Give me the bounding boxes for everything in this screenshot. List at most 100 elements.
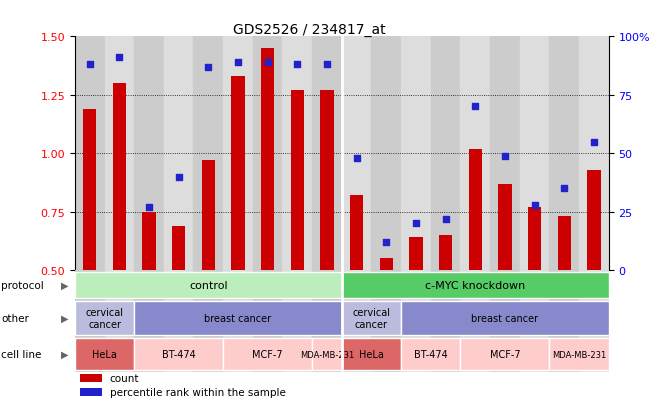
Bar xyxy=(283,299,312,337)
Bar xyxy=(519,271,549,299)
Bar xyxy=(134,337,164,372)
Bar xyxy=(549,299,579,337)
Bar xyxy=(579,37,609,271)
Bar xyxy=(253,337,283,372)
Bar xyxy=(283,337,312,372)
Point xyxy=(500,153,510,159)
Bar xyxy=(193,337,223,372)
Bar xyxy=(105,37,134,271)
Bar xyxy=(431,337,460,372)
Bar xyxy=(549,37,579,271)
Bar xyxy=(105,337,134,372)
Bar xyxy=(342,338,401,370)
Bar xyxy=(253,299,283,337)
Bar xyxy=(557,217,571,271)
Point xyxy=(559,185,570,192)
Bar xyxy=(164,337,193,372)
Bar xyxy=(312,337,342,372)
Point xyxy=(589,139,599,145)
Bar xyxy=(75,271,105,299)
Bar xyxy=(372,271,401,299)
Bar xyxy=(80,374,102,382)
Bar xyxy=(372,299,401,337)
Text: protocol: protocol xyxy=(1,280,44,290)
Bar xyxy=(75,299,105,337)
Bar xyxy=(549,338,609,370)
Bar xyxy=(460,337,490,372)
Bar xyxy=(253,37,283,271)
Point xyxy=(322,62,332,69)
Bar xyxy=(134,271,164,299)
Point xyxy=(173,174,184,180)
Bar xyxy=(223,37,253,271)
Bar xyxy=(380,259,393,271)
Bar xyxy=(372,337,401,372)
Bar xyxy=(519,37,549,271)
Bar xyxy=(490,37,519,271)
Bar xyxy=(172,226,186,271)
Bar xyxy=(312,299,342,337)
Bar xyxy=(342,37,372,271)
Bar xyxy=(519,337,549,372)
Bar xyxy=(312,37,342,271)
Bar xyxy=(134,301,342,335)
Bar xyxy=(75,301,134,335)
Text: c-MYC knockdown: c-MYC knockdown xyxy=(425,280,525,290)
Bar xyxy=(253,271,283,299)
Text: cell line: cell line xyxy=(1,349,42,359)
Bar xyxy=(320,91,333,271)
Bar xyxy=(223,271,253,299)
Point xyxy=(470,104,480,111)
Point xyxy=(233,59,243,66)
Bar xyxy=(549,337,579,372)
Point xyxy=(114,55,124,62)
Bar xyxy=(223,337,253,372)
Bar xyxy=(460,299,490,337)
Bar xyxy=(342,299,372,337)
Bar xyxy=(469,149,482,271)
Bar xyxy=(312,271,342,299)
Bar xyxy=(401,338,460,370)
Bar xyxy=(460,37,490,271)
Bar xyxy=(401,337,431,372)
Bar xyxy=(312,338,342,370)
Bar xyxy=(431,37,460,271)
Text: MDA-MB-231: MDA-MB-231 xyxy=(552,350,606,358)
Bar xyxy=(75,37,105,271)
Text: control: control xyxy=(189,280,228,290)
Text: percentile rank within the sample: percentile rank within the sample xyxy=(109,387,285,397)
Bar xyxy=(193,271,223,299)
Bar xyxy=(372,37,401,271)
Bar xyxy=(401,301,609,335)
Bar xyxy=(290,91,304,271)
Bar xyxy=(431,299,460,337)
Text: BT-474: BT-474 xyxy=(162,349,195,359)
Text: ▶: ▶ xyxy=(61,349,68,359)
Point xyxy=(440,216,450,223)
Bar xyxy=(401,299,431,337)
Bar xyxy=(460,338,549,370)
Bar xyxy=(460,271,490,299)
Bar xyxy=(193,37,223,271)
Point xyxy=(85,62,95,69)
Text: ▶: ▶ xyxy=(61,313,68,323)
Bar xyxy=(409,238,422,271)
Text: HeLa: HeLa xyxy=(92,349,117,359)
Bar xyxy=(134,299,164,337)
Bar xyxy=(579,271,609,299)
Text: MDA-MB-231: MDA-MB-231 xyxy=(300,350,354,358)
Bar xyxy=(579,299,609,337)
Bar xyxy=(75,337,105,372)
Bar xyxy=(439,235,452,271)
Bar xyxy=(490,271,519,299)
Bar xyxy=(498,184,512,271)
Text: HeLa: HeLa xyxy=(359,349,384,359)
Bar xyxy=(342,301,401,335)
Bar xyxy=(579,337,609,372)
Bar xyxy=(549,271,579,299)
Bar xyxy=(490,299,519,337)
Bar xyxy=(528,207,541,271)
Point xyxy=(144,204,154,211)
Text: MCF-7: MCF-7 xyxy=(253,349,283,359)
Bar xyxy=(342,272,609,298)
